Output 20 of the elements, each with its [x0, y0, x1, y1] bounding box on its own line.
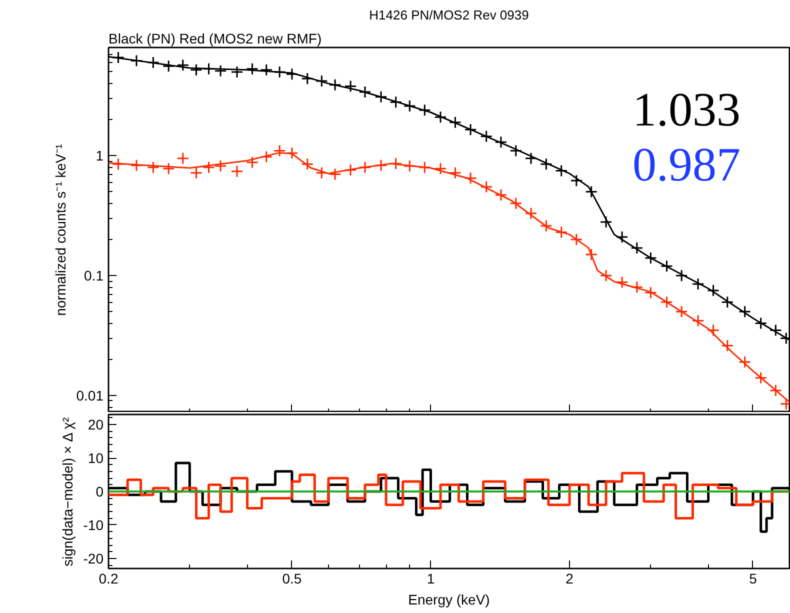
y-axis-title: normalized counts s⁻¹ keV⁻¹ [52, 144, 68, 316]
y-axis-title: sign(data−model) × Δ χ² [59, 417, 76, 566]
y-tick-label: 0.1 [84, 268, 104, 284]
chart-title: H1426 PN/MOS2 Rev 0939 [369, 8, 529, 22]
y-tick-label: 1 [96, 148, 104, 164]
y-tick-label: 0.01 [76, 387, 104, 404]
x-axis-title: Energy (keV) [408, 592, 490, 608]
annotation: 0.987 [632, 138, 740, 192]
chart-subtitle: Black (PN) Red (MOS2 new RMF) [108, 30, 322, 46]
y-tick-label: -10 [83, 516, 104, 533]
x-tick-label: 1 [426, 570, 435, 586]
annotation: 1.033 [632, 84, 740, 136]
y-tick-label: 10 [88, 450, 104, 466]
x-tick-label: 0.5 [282, 570, 302, 586]
y-tick-label: 20 [88, 416, 104, 433]
x-tick-label: 5 [749, 570, 758, 586]
x-tick-label: 0.2 [98, 570, 118, 586]
y-tick-label: 0 [96, 484, 104, 500]
x-tick-label: 2 [566, 570, 574, 586]
y-tick-label: -20 [83, 550, 104, 566]
